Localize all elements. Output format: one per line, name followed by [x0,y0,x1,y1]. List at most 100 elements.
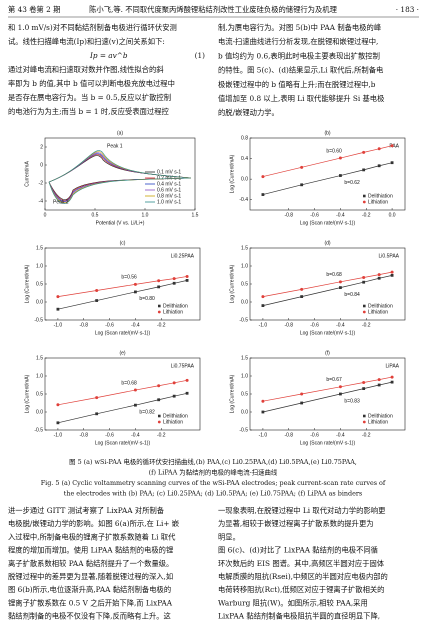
data-point [338,385,342,389]
fit-line [262,381,393,413]
fit-label: b=0.68 [326,272,342,278]
y-tick-label: 0.8 [241,135,248,141]
y-tick-label: 0.4 [241,156,248,162]
data-point [261,295,265,299]
data-point [362,387,366,390]
x-tick-label: 0.5 [92,212,99,218]
y-tick-label: 0.5 [241,391,248,397]
body-line: 明显。 [218,532,240,541]
data-point [133,282,137,286]
body-line: 黏结剂制备的电极不仅没有下降,反而略有上升。这 [8,612,172,621]
header-page: · 183 · [396,5,419,14]
legend-marker [362,310,366,314]
x-tick-label: -0.6 [310,322,319,328]
fit-line [262,376,393,402]
legend-label: Delithiation [163,303,188,309]
panel-label: (f) [325,350,330,356]
fit-line [57,379,188,406]
fit-line [262,275,393,306]
panel-label: (d) [324,240,330,246]
body-line: 图 6(c)、(d)对比了 LixPAA 黏结剂的电极不同循 [218,546,378,555]
plot-frame [44,137,196,211]
data-point [390,144,394,148]
x-tick-label: -0.4 [131,432,140,438]
legend-label: Lithiation [368,309,388,315]
caption-line: (f) LiPAA 为黏结剂的电极的峰电流-扫速曲线 [149,468,278,477]
legend-marker [158,304,161,308]
panel-name: Li0.25PAA [171,253,195,259]
body-line: 的脱/嵌锂动力学。 [218,108,279,117]
x-tick-label: 0.0 [389,212,396,218]
data-point [377,383,381,387]
x-tick-label: -0.8 [284,322,293,328]
data-point [338,156,342,160]
fit-line [262,162,393,195]
data-point [362,380,366,384]
fit-label: b=0.67 [326,377,342,383]
data-point [339,286,342,289]
y-tick-label: -4 [39,198,44,204]
legend-marker [363,194,366,198]
panel-name: Li0.5PAA [379,253,400,259]
body-line: 环次数后的 EIS 图谱。其中,高频区半圆对应于固体 [218,559,385,568]
fit-label: b=0.83 [344,398,360,404]
body-line: 和 1.0 mV/s)对不同黏结剂制备电极进行循环伏安测 [8,23,177,32]
x-tick-label: -1.0 [54,322,63,328]
x-tick-label: -0.8 [284,212,293,218]
data-point [377,276,381,280]
data-point [157,384,161,388]
legend-label: Delithiation [163,413,188,419]
data-point [95,396,99,400]
legend-label: Delithiation [368,193,393,199]
legend-marker [362,200,366,204]
panel-label: (c) [120,240,126,246]
data-point [377,378,381,382]
x-tick-label: -0.6 [105,322,114,328]
data-point [172,381,176,385]
y-tick-label: -0.5 [34,427,43,433]
data-point [300,183,304,187]
data-point [185,274,189,278]
equation-number: (1) [195,51,205,60]
y-tick-label: 1.0 [241,373,248,379]
x-tick-label: -0.2 [157,322,166,328]
fit-line [262,271,393,297]
data-point [185,391,189,395]
y-tick-label: 0.0 [36,299,43,305]
body-line: 的特性。图 5(c)、(d)结果显示,Li 取代后,所制备电 [218,66,384,75]
data-point [300,295,304,298]
y-tick-label: 1.5 [241,355,248,361]
body-line: 电解质膜的阻抗(Rsei),中频区的半圆对应电极内部的 [218,572,388,581]
data-point [261,304,265,307]
y-tick-label: 0 [40,162,43,168]
body-line: b 值均约为 0.6,表明此时电极主要表现出扩散控制 [218,51,380,60]
y-axis-label: Log (Current/mA) [229,374,235,413]
caption-line: Fig. 5 (a) Cyclic voltammetry scanning c… [41,479,386,487]
data-point [390,273,394,277]
y-axis-label: Log (Current/mA) [229,154,235,193]
x-axis-label: Log (Scan rate/(mV·s-1)) [95,440,151,446]
data-point [390,270,394,274]
panel-name: PAA [389,143,399,149]
y-tick-label: -0.5 [34,317,43,323]
data-point [95,299,99,302]
body-line: 制,为赝电容行为。对图 5(b)中 PAA 制备电极的峰 [218,23,382,32]
data-point [134,290,137,294]
legend-label: 1.0 mV s-1 [157,199,181,205]
body-line: 离子扩散系数相较 PAA 黏结剂提升了一个数量级。 [8,559,173,568]
data-point [157,279,161,283]
fit-label: b=0.82 [139,409,155,415]
data-point [300,287,304,291]
x-axis-label: Log (Scan rate/(mV·s-1)) [300,330,356,336]
data-point [390,375,394,379]
data-point [56,421,60,425]
panel-label: (a) [117,130,123,136]
fit-label: b=0.84 [344,292,360,298]
body-line: 为显著,相较于嵌锂过程离子扩散系数的提升更为 [218,519,374,528]
y-axis-label: Log (Current/mA) [24,264,30,303]
fit-line [262,145,393,177]
legend-label: 0.1 mV s-1 [157,169,181,175]
x-tick-label: -0.4 [336,212,345,218]
peak-label: Peak 2 [53,199,69,205]
